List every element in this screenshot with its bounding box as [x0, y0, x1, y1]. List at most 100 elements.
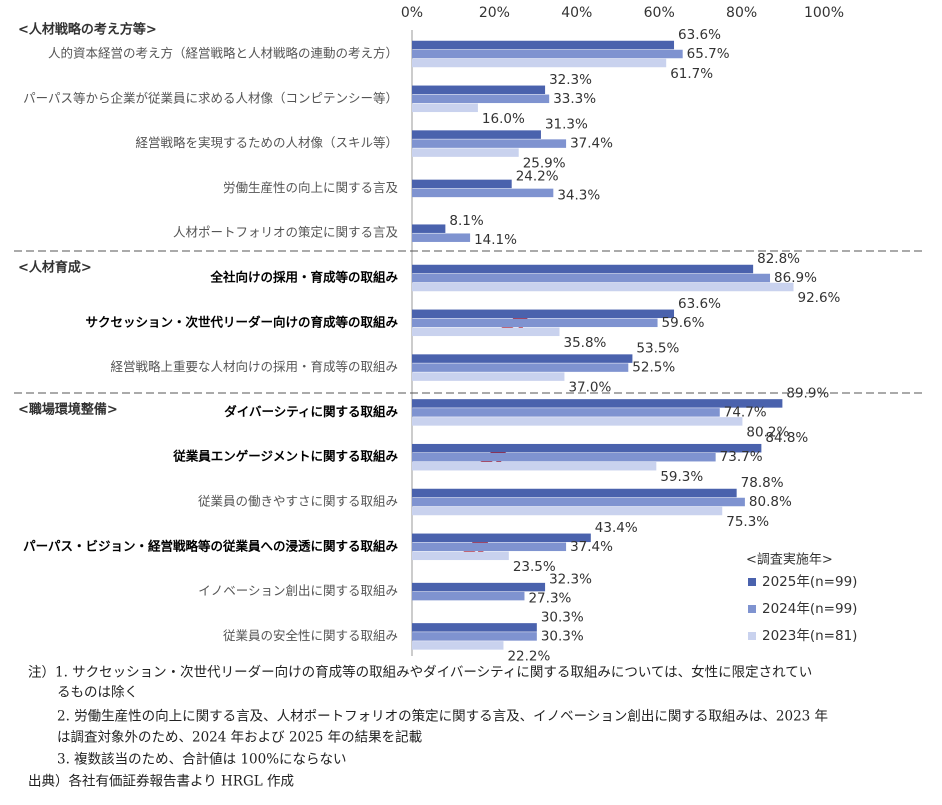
- value-label: 14.1%: [474, 232, 517, 248]
- bar: [412, 488, 737, 498]
- bar: [412, 641, 504, 650]
- x-tick-label: 60%: [644, 5, 675, 21]
- category-label: パーパス・ビジョン・経営戦略等の従業員への浸透に関する取組み: [23, 538, 398, 553]
- value-label: 22.2%: [507, 648, 550, 664]
- bar: [412, 148, 519, 157]
- value-label: 24.2%: [516, 168, 559, 184]
- bar: [412, 363, 629, 372]
- legend-swatch: [748, 632, 756, 640]
- note: は調査対象外のため、2024 年および 2025 年の結果を記載: [57, 729, 423, 746]
- bar: [412, 179, 512, 189]
- bar: [412, 551, 509, 561]
- bar: [412, 103, 478, 113]
- bar: [412, 399, 783, 408]
- note: るものは除く: [57, 685, 138, 701]
- legend-title: <調査実施年>: [746, 552, 833, 568]
- value-label: 32.3%: [549, 572, 592, 588]
- bar: [412, 233, 471, 242]
- value-label: 75.3%: [726, 514, 769, 530]
- value-label: 80.8%: [749, 494, 792, 510]
- bar: [412, 542, 567, 552]
- x-tick-label: 100%: [804, 5, 844, 21]
- category-label: 労働生産性の向上に関する言及: [223, 180, 399, 195]
- bar: [412, 130, 541, 139]
- value-label: 35.8%: [563, 335, 606, 351]
- bar: [412, 309, 675, 319]
- value-label: 86.9%: [774, 270, 817, 286]
- bar: [412, 591, 525, 601]
- value-label: 8.1%: [449, 213, 483, 229]
- category-label: 経営戦略上重要な人材向けの採用・育成等の取組み: [110, 359, 398, 374]
- bar: [412, 417, 743, 426]
- bar: [412, 506, 723, 516]
- bar: [412, 372, 565, 381]
- value-label: 25.9%: [523, 156, 566, 172]
- category-label: 人的資本経営の考え方（経営戦略と人材戦略の連動の考え方）: [48, 46, 398, 61]
- bar: [412, 264, 754, 274]
- category-label: 従業員エンゲージメントに関する取組み: [172, 449, 398, 464]
- bar: [412, 188, 554, 198]
- category-label: 人材ポートフォリオの策定に関する言及: [173, 225, 399, 240]
- bar: [412, 443, 762, 453]
- value-label: 30.3%: [541, 628, 584, 644]
- category-label: 全社向けの採用・育成等の取組み: [209, 270, 398, 285]
- bar: [412, 623, 537, 632]
- value-label: 43.4%: [595, 520, 638, 536]
- category-label: サクセッション・次世代リーダー向けの育成等の取組み: [85, 314, 398, 329]
- value-label: 73.7%: [720, 449, 763, 465]
- legend-label: 2024年(n=99): [762, 601, 857, 617]
- value-label: 92.6%: [798, 290, 841, 306]
- category-label: ダイバーシティに関する取組み: [224, 404, 398, 419]
- section-header: <人材戦略の考え方等>: [18, 22, 157, 38]
- value-label: 59.6%: [662, 315, 705, 331]
- value-label: 80.2%: [746, 424, 789, 440]
- value-label: 37.4%: [570, 136, 613, 152]
- value-label: 34.3%: [557, 187, 600, 203]
- bar: [412, 354, 633, 363]
- note: 3. 複数該当のため、合計値は 100%にならない: [57, 751, 347, 768]
- value-label: 61.7%: [670, 66, 713, 82]
- value-label: 16.0%: [482, 111, 525, 127]
- value-label: 65.7%: [687, 46, 730, 62]
- legend-swatch: [748, 605, 756, 613]
- value-label: 78.8%: [741, 475, 784, 491]
- bar: [412, 49, 683, 59]
- value-label: 31.3%: [545, 117, 588, 133]
- value-label: 37.4%: [570, 539, 613, 555]
- bar: [412, 408, 720, 417]
- value-label: 52.5%: [632, 360, 675, 376]
- bar: [412, 632, 537, 641]
- bar: [412, 318, 658, 328]
- note: 2. 労働生産性の向上に関する言及、人材ポートフォリオの策定に関する言及、イノベ…: [57, 708, 828, 725]
- value-label: 89.9%: [786, 385, 829, 401]
- value-label: 84.8%: [765, 430, 808, 446]
- section-header: <人材育成>: [18, 260, 92, 276]
- value-label: 30.3%: [541, 609, 584, 625]
- bar: [412, 461, 657, 471]
- arrows: [458, 315, 529, 559]
- bar: [412, 533, 591, 543]
- category-label: 従業員の働きやすさに関する取組み: [198, 494, 398, 509]
- category-label: イノベーション創出に関する取組み: [198, 583, 398, 598]
- value-label: 23.5%: [513, 559, 556, 575]
- bar: [412, 282, 794, 292]
- legend-label: 2023年(n=81): [762, 628, 857, 644]
- bar: [412, 273, 771, 283]
- category-label: パーパス等から企業が従業員に求める人材像（コンピテンシー等）: [23, 90, 398, 105]
- bar: [412, 497, 745, 507]
- x-tick-label: 40%: [561, 5, 592, 21]
- category-label: 従業員の安全性に関する取組み: [223, 628, 398, 643]
- value-label: 37.0%: [568, 380, 611, 396]
- value-label: 63.6%: [678, 27, 721, 43]
- x-tick-label: 20%: [479, 5, 510, 21]
- x-tick-label: 0%: [401, 5, 423, 21]
- value-label: 74.7%: [724, 404, 767, 420]
- legend-label: 2025年(n=99): [762, 574, 857, 590]
- x-tick-label: 80%: [726, 5, 757, 21]
- value-label: 59.3%: [660, 469, 703, 485]
- bar: [412, 327, 560, 337]
- bar: [412, 85, 546, 95]
- section-header: <職場環境整備>: [18, 402, 118, 418]
- bar: [412, 224, 446, 233]
